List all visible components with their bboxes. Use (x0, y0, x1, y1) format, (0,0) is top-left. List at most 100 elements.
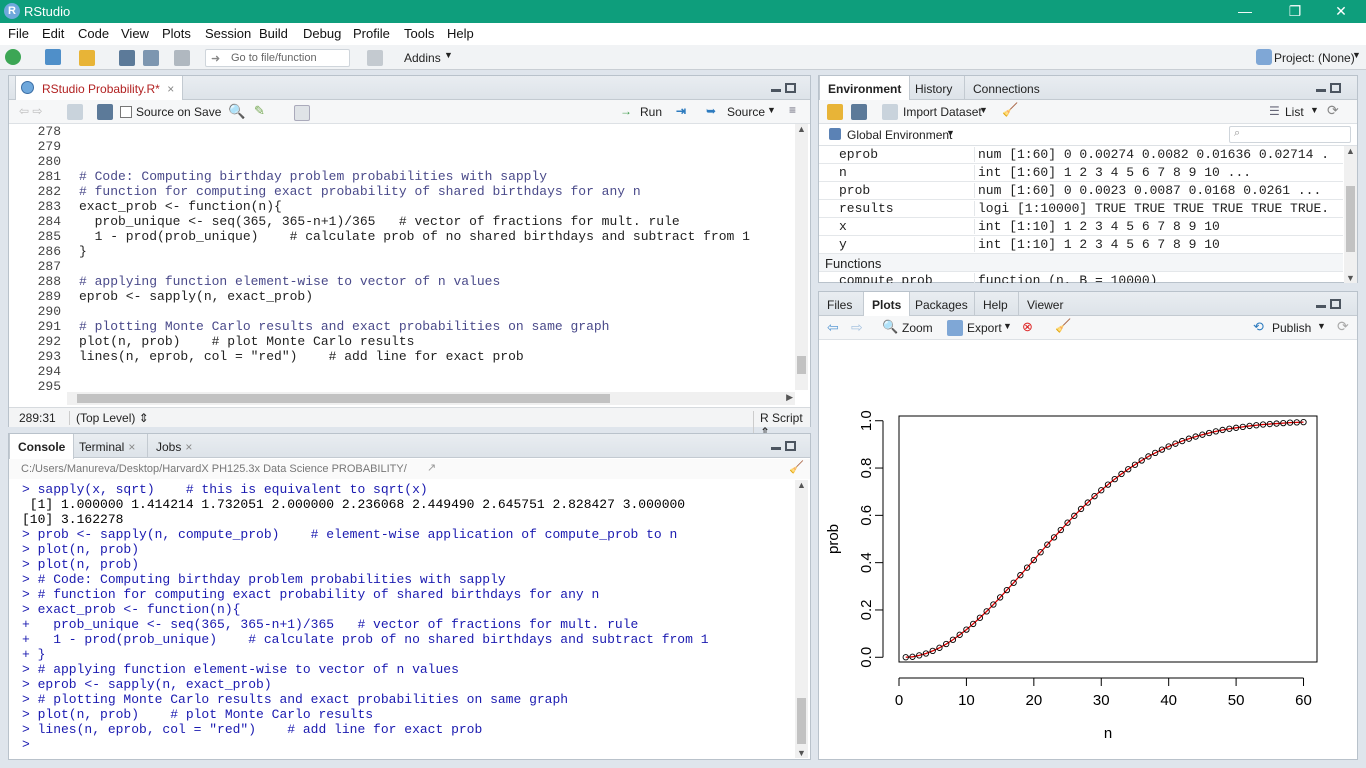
zoom-button[interactable]: Zoom (902, 321, 933, 335)
clear-workspace-icon[interactable]: 🧹 (1002, 102, 1019, 117)
menu-debug[interactable]: Debug (303, 26, 342, 41)
load-workspace-icon[interactable] (827, 104, 843, 120)
code-tools-wand-icon[interactable]: ✎ (254, 103, 265, 118)
next-plot-icon[interactable]: ⇨ (851, 319, 863, 335)
minimize-button[interactable]: — (1238, 3, 1252, 19)
environment-scope-selector[interactable]: Global Environment (847, 128, 953, 142)
menu-file[interactable]: File (8, 26, 29, 41)
data-point (1192, 433, 1199, 440)
new-file-icon[interactable] (5, 49, 21, 65)
run-button[interactable]: Run (640, 105, 663, 119)
scope-selector[interactable]: (Top Level) ⇕ (69, 411, 149, 425)
tab-viewer[interactable]: Viewer (1018, 292, 1071, 316)
tab-console[interactable]: Console (9, 434, 75, 459)
restore-button[interactable]: ❐ (1288, 3, 1302, 19)
environment-row[interactable]: n int [1:60] 1 2 3 4 5 6 7 8 9 10 ... (819, 164, 1343, 182)
export-button[interactable]: Export (967, 321, 1002, 335)
editor-hscrollbar[interactable]: ▶ (67, 392, 795, 405)
goto-directory-icon[interactable]: ↗ (427, 462, 437, 474)
tab-files[interactable]: Files (827, 298, 853, 312)
tab-jobs[interactable]: Jobs × (147, 434, 200, 458)
compile-report-icon[interactable] (294, 105, 310, 121)
environment-scopebar: Global Environment ▼ ⌕ (819, 124, 1357, 146)
editor-vscrollbar[interactable]: ▲ (795, 124, 808, 390)
tab-probability-script[interactable]: RStudio Probability.R* × (15, 76, 184, 101)
data-point (1280, 419, 1287, 427)
clear-plots-icon[interactable]: 🧹 (1055, 318, 1072, 333)
menu-code[interactable]: Code (78, 26, 110, 41)
working-directory[interactable]: C:/Users/Manureva/Desktop/HarvardX PH125… (21, 463, 407, 475)
clear-console-icon[interactable]: 🧹 (789, 460, 804, 474)
environment-row[interactable]: y int [1:10] 1 2 3 4 5 6 7 8 9 10 (819, 236, 1343, 254)
import-dataset-button[interactable]: Import Dataset (903, 105, 982, 119)
close-jobs-icon[interactable]: × (185, 440, 193, 454)
search-icon[interactable]: 🔍 (228, 103, 246, 119)
line-number: 293 (37, 349, 61, 364)
menu-edit[interactable]: Edit (42, 26, 65, 41)
save-workspace-icon[interactable] (851, 104, 867, 120)
publish-button[interactable]: Publish (1272, 321, 1312, 335)
new-project-icon[interactable] (45, 49, 61, 65)
data-point (1044, 541, 1051, 548)
workspace-panes-icon[interactable] (367, 50, 383, 66)
menu-plots[interactable]: Plots (162, 26, 191, 41)
show-in-window-icon[interactable] (67, 104, 83, 120)
environment-vscrollbar[interactable]: ▲ ▼ (1344, 146, 1357, 283)
environment-function-row[interactable]: compute_prob function (n, B = 10000) (819, 272, 1343, 283)
editor-save-icon[interactable] (97, 104, 113, 120)
console-vscrollbar[interactable]: ▲ ▼ (795, 480, 808, 758)
menu-tools[interactable]: Tools (404, 26, 435, 41)
close-button[interactable]: ✕ (1335, 3, 1347, 19)
save-all-icon[interactable] (143, 50, 159, 66)
variable-value: num [1:60] 0 0.0023 0.0087 0.0168 0.0261… (974, 183, 1329, 198)
project-menu[interactable]: Project: (None) (1274, 51, 1355, 65)
menu-profile[interactable]: Profile (353, 26, 390, 41)
x-tick-label: 0 (895, 692, 903, 709)
data-point (1023, 564, 1031, 571)
addins-menu[interactable]: Addins (404, 51, 441, 65)
environment-search-input[interactable]: ⌕ (1229, 126, 1351, 143)
goto-file-input[interactable]: Go to file/function (205, 49, 350, 67)
file-type-selector[interactable]: R Script ⇕ (753, 411, 810, 439)
environment-row[interactable]: eprob num [1:60] 0 0.00274 0.0082 0.01636… (819, 146, 1343, 164)
console-pane: Console Terminal × Jobs × C:/Users/Manurev… (8, 433, 811, 760)
code-line: exact_prob <- function(n){ (79, 199, 282, 214)
menu-session[interactable]: Session (205, 26, 252, 41)
refresh-environment-icon[interactable]: ⟳ (1327, 102, 1339, 118)
menu-view[interactable]: View (121, 26, 149, 41)
y-tick-label: 1.0 (858, 410, 875, 431)
tab-terminal[interactable]: Terminal × (71, 434, 143, 458)
refresh-plot-icon[interactable]: ⟳ (1337, 318, 1349, 334)
environment-row[interactable]: prob num [1:60] 0 0.0023 0.0087 0.0168 0.… (819, 182, 1343, 200)
console-minmax[interactable] (771, 441, 797, 453)
environment-row[interactable]: x int [1:10] 1 2 3 4 5 6 7 8 9 10 (819, 218, 1343, 236)
tab-packages[interactable]: Packages (915, 298, 968, 312)
remove-plot-icon[interactable]: ⊗ (1022, 319, 1033, 334)
back-arrow-icon[interactable]: ⇦ ⇨ (19, 104, 43, 118)
list-view-button[interactable]: List (1285, 105, 1304, 119)
open-file-icon[interactable] (79, 50, 95, 66)
editor-minmax[interactable] (771, 83, 797, 95)
plots-minmax[interactable] (1316, 299, 1342, 311)
code-editor[interactable]: 278 279 280 281 # Code: Computing birthday p… (9, 124, 798, 390)
tab-help[interactable]: Help (974, 292, 1016, 316)
data-point (1077, 505, 1085, 513)
document-outline-icon[interactable]: ≡ (789, 103, 797, 117)
menu-build[interactable]: Build (259, 26, 288, 41)
source-button[interactable]: Source (727, 105, 766, 119)
rerun-icon[interactable]: ⇥ (676, 104, 687, 118)
print-icon[interactable] (174, 50, 190, 66)
close-tab-icon[interactable]: × (167, 82, 175, 96)
save-icon[interactable] (119, 50, 135, 66)
environment-minmax[interactable] (1316, 83, 1342, 95)
console-output[interactable]: > sapply(x, sqrt) # this is equivalent t… (9, 480, 795, 758)
tab-environment[interactable]: Environment (819, 76, 911, 101)
source-on-save-checkbox[interactable] (120, 106, 132, 118)
menu-help[interactable]: Help (447, 26, 474, 41)
close-terminal-icon[interactable]: × (128, 440, 136, 454)
tab-plots[interactable]: Plots (863, 292, 911, 317)
environment-row[interactable]: results logi [1:10000] TRUE TRUE TRUE TRU… (819, 200, 1343, 218)
tab-connections[interactable]: Connections (964, 76, 1048, 100)
tab-history[interactable]: History (915, 82, 953, 96)
previous-plot-icon[interactable]: ⇦ (827, 319, 839, 335)
